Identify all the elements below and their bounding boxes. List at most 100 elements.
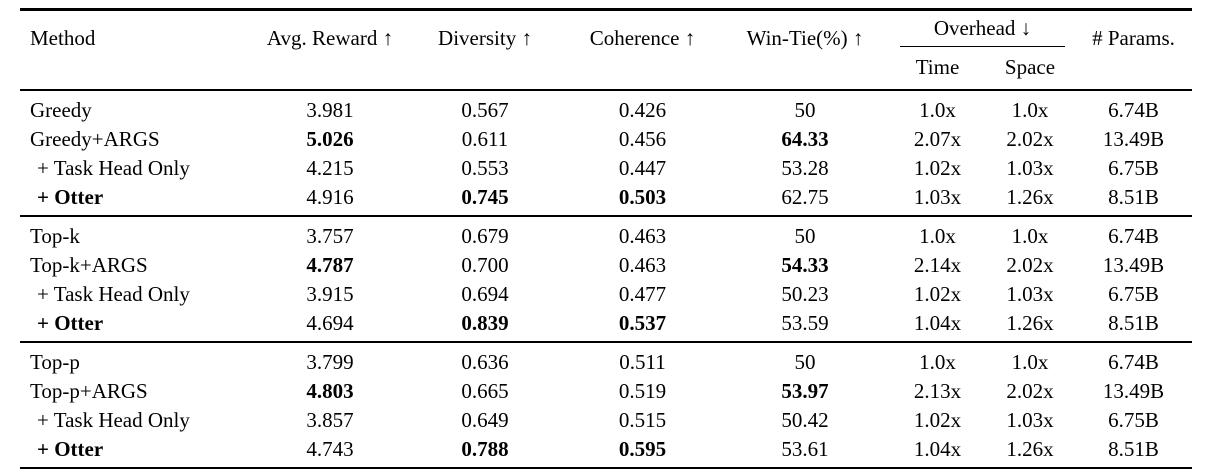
value-cell: 1.03x [1006,155,1054,180]
value-cell: 0.788 [461,436,509,461]
value-cell: 0.463 [618,252,667,277]
value-cell: 0.567 [405,88,565,125]
value-cell: 2.14x [913,252,962,277]
value-cell: 0.511 [565,340,720,377]
value-cell: 2.02x [1006,378,1054,403]
value-cell: 8.51B [1108,436,1159,461]
col-header-diversity: Diversity ↑ [438,26,532,51]
value-cell: 3.981 [255,88,405,125]
value-cell: 0.477 [618,281,667,306]
table-header: Method Avg. Reward ↑ Diversity ↑ Coheren… [20,10,1192,90]
table-row: + Task Head Only 4.215 0.553 0.447 53.28 1.02… [20,154,1192,183]
value-cell: 1.03x [1006,281,1054,306]
table-row: Top-p 3.799 0.636 0.511 50 1.0x 1.0x 6.74B [20,340,1192,377]
value-cell: 6.75B [1108,281,1159,306]
value-cell: 1.04x [913,310,962,335]
results-table: Method Avg. Reward ↑ Diversity ↑ Coheren… [20,8,1192,469]
value-cell: 1.02x [913,155,962,180]
table-row: Top-p+ARGS 4.803 0.665 0.519 53.97 2.13x 2.02x… [20,377,1192,406]
method-cell: Top-k [20,214,255,251]
value-cell: 53.28 [781,155,829,180]
value-cell: 6.75B [1108,407,1159,432]
value-cell: 1.0x [985,214,1075,251]
table-row: + Otter 4.916 0.745 0.503 62.75 1.03x 1.26x 8.5… [20,183,1192,216]
value-cell: 5.026 [306,126,354,151]
method-cell: Top-p+ARGS [30,378,148,403]
value-cell: 6.74B [1075,340,1192,377]
value-cell: 0.649 [461,407,509,432]
value-cell: 0.611 [461,126,509,151]
value-cell: 0.553 [461,155,509,180]
value-cell: 4.694 [306,310,354,335]
value-cell: 4.916 [306,184,354,209]
col-header-params: # Params. [1092,26,1175,51]
method-cell: Top-p [20,340,255,377]
value-cell: 0.515 [618,407,667,432]
value-cell: 1.02x [913,407,962,432]
value-cell: 50 [720,214,890,251]
value-cell: 8.51B [1108,184,1159,209]
value-cell: 3.757 [255,214,405,251]
value-cell: 1.0x [985,340,1075,377]
value-cell: 0.665 [461,378,509,403]
value-cell: 1.04x [913,436,962,461]
value-cell: 1.26x [1006,184,1054,209]
value-cell: 13.49B [1102,252,1165,277]
col-header-overhead: Overhead ↓ [890,10,1075,47]
value-cell: 0.595 [618,436,667,461]
col-header-coherence: Coherence ↑ [589,26,696,51]
value-cell: 53.59 [781,310,829,335]
value-cell: 4.215 [306,155,354,180]
value-cell: 50.23 [781,281,829,306]
value-cell: 0.426 [565,88,720,125]
value-cell: 4.787 [306,252,354,277]
method-cell: + Task Head Only [37,281,190,306]
value-cell: 4.803 [306,378,354,403]
col-header-win-tie: Win-Tie(%) ↑ [746,26,864,51]
table-row: + Task Head Only 3.915 0.694 0.477 50.23 1.02… [20,280,1192,309]
value-cell: 13.49B [1102,126,1165,151]
value-cell: 0.839 [461,310,509,335]
value-cell: 50 [720,340,890,377]
value-cell: 3.915 [306,281,354,306]
method-cell: Greedy+ARGS [30,126,160,151]
value-cell: 0.447 [618,155,667,180]
col-header-method: Method [30,26,96,51]
value-cell: 0.537 [618,310,667,335]
value-cell: 0.700 [461,252,509,277]
table-row: + Otter 4.743 0.788 0.595 53.61 1.04x 1.26x 8.5… [20,435,1192,469]
value-cell: 3.799 [255,340,405,377]
table-row: Greedy 3.981 0.567 0.426 50 1.0x 1.0x 6.74B [20,88,1192,125]
value-cell: 1.0x [890,340,985,377]
method-cell: + Otter [37,184,104,209]
method-cell: + Task Head Only [37,155,190,180]
table-row: Greedy+ARGS 5.026 0.611 0.456 64.33 2.07x 2.02… [20,125,1192,154]
table-row: + Task Head Only 3.857 0.649 0.515 50.42 1.02… [20,406,1192,435]
value-cell: 2.02x [1006,252,1054,277]
value-cell: 1.03x [913,184,962,209]
value-cell: 0.694 [461,281,509,306]
value-cell: 0.463 [565,214,720,251]
value-cell: 1.26x [1006,436,1054,461]
value-cell: 1.0x [985,88,1075,125]
value-cell: 62.75 [781,184,829,209]
table-row: Top-k 3.757 0.679 0.463 50 1.0x 1.0x 6.74B [20,214,1192,251]
value-cell: 53.61 [781,436,829,461]
col-header-avg-reward: Avg. Reward ↑ [266,26,394,51]
value-cell: 13.49B [1102,378,1165,403]
value-cell: 6.75B [1108,155,1159,180]
method-cell: Top-k+ARGS [30,252,148,277]
value-cell: 0.456 [618,126,667,151]
value-cell: 1.0x [890,88,985,125]
value-cell: 1.0x [890,214,985,251]
method-cell: + Task Head Only [37,407,190,432]
value-cell: 53.97 [781,378,829,403]
method-cell: + Otter [37,310,104,335]
value-cell: 1.26x [1006,310,1054,335]
value-cell: 0.519 [618,378,667,403]
value-cell: 2.02x [1006,126,1054,151]
value-cell: 64.33 [781,126,829,151]
value-cell: 50.42 [781,407,829,432]
method-cell: + Otter [37,436,104,461]
method-cell: Greedy [20,88,255,125]
